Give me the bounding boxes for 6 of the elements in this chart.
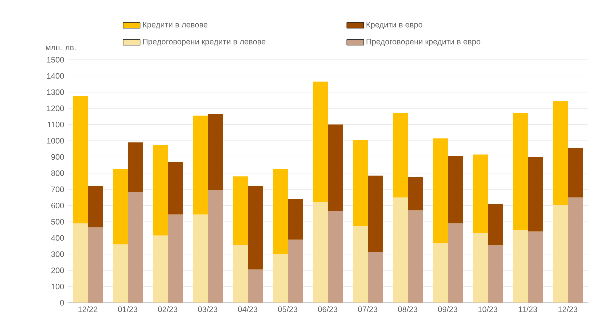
bar	[128, 142, 143, 192]
bar	[73, 96, 88, 224]
bar	[273, 169, 288, 254]
bar	[553, 101, 568, 205]
bar	[393, 113, 408, 198]
bar	[473, 154, 488, 234]
